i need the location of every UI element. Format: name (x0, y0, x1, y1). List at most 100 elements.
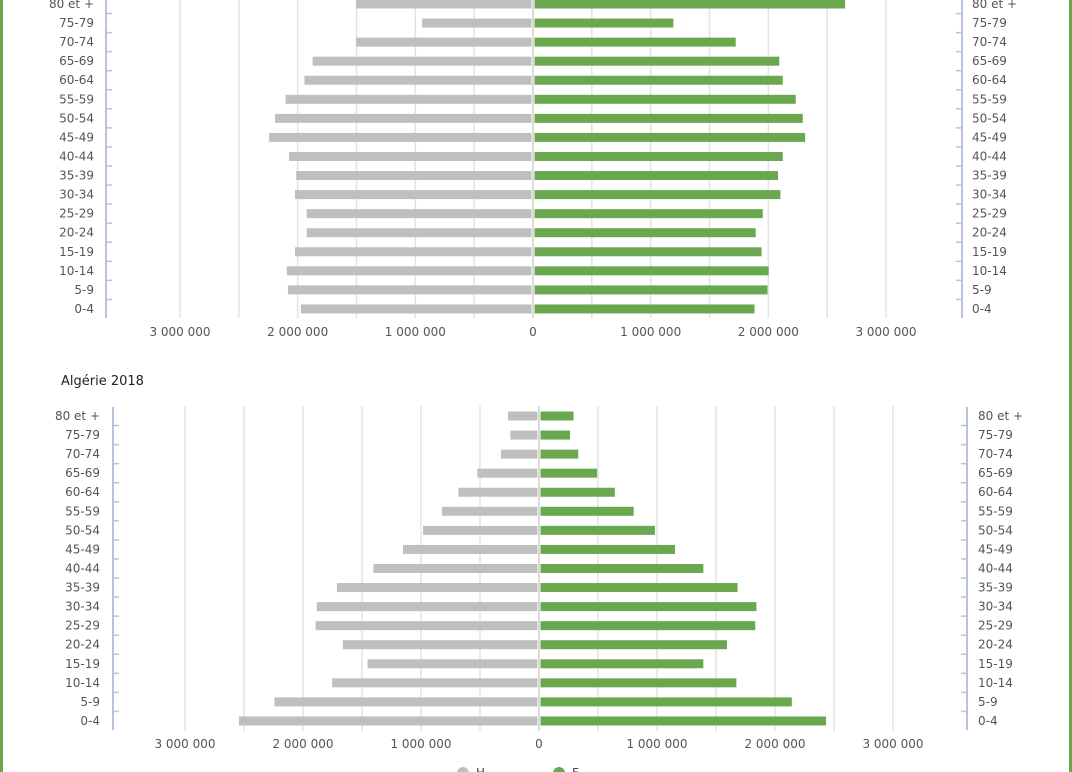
bar-male (508, 412, 538, 421)
age-group-label-left: 80 et + (55, 409, 100, 423)
age-group-label-left: 50-54 (59, 111, 94, 125)
bar-female (535, 266, 769, 275)
age-group-label-left: 0-4 (80, 714, 100, 728)
age-group-label-right: 30-34 (972, 188, 1007, 202)
bar-female (535, 57, 780, 66)
bar-female (535, 209, 763, 218)
age-group-label-right: 65-69 (972, 54, 1007, 68)
age-group-label-left: 35-39 (59, 169, 94, 183)
bar-female (541, 507, 634, 516)
bar-male (275, 114, 532, 123)
age-group-label-right: 40-44 (972, 149, 1007, 163)
bar-female (535, 228, 756, 237)
bar-female (535, 38, 736, 47)
bar-female (541, 469, 598, 478)
bar-female (535, 114, 803, 123)
age-group-label-left: 65-69 (65, 466, 100, 480)
age-group-label-left: 30-34 (59, 188, 94, 202)
age-group-label-left: 35-39 (65, 581, 100, 595)
legend-label: F… (572, 766, 591, 772)
bar-female (535, 190, 781, 199)
bar-female (541, 659, 704, 668)
age-group-label-left: 65-69 (59, 54, 94, 68)
bar-male (356, 0, 531, 9)
age-group-label-left: 5-9 (74, 283, 94, 297)
age-group-label-left: 25-29 (65, 619, 100, 633)
age-group-label-left: 75-79 (65, 428, 100, 442)
age-group-label-left: 60-64 (65, 485, 100, 499)
bar-male (332, 678, 537, 687)
age-group-label-right: 60-64 (978, 485, 1013, 499)
bar-female (535, 76, 783, 85)
bar-female (535, 152, 783, 161)
age-group-label-right: 60-64 (972, 73, 1007, 87)
bar-female (535, 133, 806, 142)
bar-male (301, 304, 532, 313)
bar-male (373, 564, 537, 573)
x-tick-label: 1 000 000 (626, 737, 687, 751)
age-group-label-left: 70-74 (59, 35, 94, 49)
age-group-label-right: 55-59 (978, 504, 1013, 518)
bar-male (368, 659, 538, 668)
age-group-label-right: 10-14 (972, 264, 1007, 278)
age-group-label-left: 45-49 (59, 130, 94, 144)
bar-female (541, 450, 579, 459)
age-group-label-right: 70-74 (972, 35, 1007, 49)
age-group-label-right: 80 et + (972, 0, 1017, 11)
age-group-label-right: 50-54 (978, 523, 1013, 537)
age-group-label-left: 30-34 (65, 600, 100, 614)
bar-male (343, 640, 538, 649)
pyramid-chart-1: 3 000 000 2 000 000 1 000 000 0 1 000 000 2 0… (49, 0, 1017, 339)
age-group-label-left: 0-4 (74, 302, 94, 316)
age-group-label-left: 15-19 (59, 245, 94, 259)
age-group-label-left: 10-14 (59, 264, 94, 278)
age-group-label-right: 0-4 (978, 714, 998, 728)
x-tick-label: 0 (529, 325, 537, 339)
bar-female (541, 583, 738, 592)
bar-male (304, 76, 531, 85)
age-group-label-right: 45-49 (972, 130, 1007, 144)
age-group-label-left: 25-29 (59, 207, 94, 221)
bar-male (477, 469, 537, 478)
age-group-label-right: 65-69 (978, 466, 1013, 480)
age-group-label-left: 20-24 (59, 226, 94, 240)
bar-male (442, 507, 538, 516)
bar-male (296, 171, 531, 180)
age-group-label-right: 30-34 (978, 600, 1013, 614)
age-group-label-right: 40-44 (978, 561, 1013, 575)
bar-female (535, 19, 674, 28)
age-group-label-left: 15-19 (65, 657, 100, 671)
age-group-label-right: 25-29 (978, 619, 1013, 633)
age-group-label-left: 40-44 (65, 561, 100, 575)
bar-female (541, 545, 676, 554)
age-group-label-left: 40-44 (59, 149, 94, 163)
age-group-label-right: 55-59 (972, 92, 1007, 106)
x-tick-label: 3 000 000 (149, 325, 210, 339)
bar-female (535, 95, 796, 104)
age-group-label-right: 70-74 (978, 447, 1013, 461)
age-group-label-right: 5-9 (978, 695, 998, 709)
age-group-label-left: 80 et + (49, 0, 94, 11)
x-tick-label: 3 000 000 (862, 737, 923, 751)
bar-male (307, 209, 532, 218)
bar-male (422, 19, 531, 28)
x-tick-label: 3 000 000 (154, 737, 215, 751)
age-group-label-left: 45-49 (65, 542, 100, 556)
bar-male (289, 152, 531, 161)
chart-title: Algérie 2018 (61, 374, 144, 389)
bar-female (541, 431, 571, 440)
x-tick-label: 1 000 000 (385, 325, 446, 339)
legend: H… F… (457, 766, 591, 772)
age-group-label-right: 20-24 (978, 638, 1013, 652)
age-group-label-right: 0-4 (972, 302, 992, 316)
age-group-label-right: 15-19 (972, 245, 1007, 259)
bar-male (295, 247, 532, 256)
bar-female (535, 0, 846, 9)
bar-male (269, 133, 531, 142)
age-group-label-right: 35-39 (978, 581, 1013, 595)
x-tick-label: 1 000 000 (390, 737, 451, 751)
bar-female (535, 304, 755, 313)
bar-male (337, 583, 538, 592)
age-group-label-left: 10-14 (65, 676, 100, 690)
bar-male (288, 285, 532, 294)
